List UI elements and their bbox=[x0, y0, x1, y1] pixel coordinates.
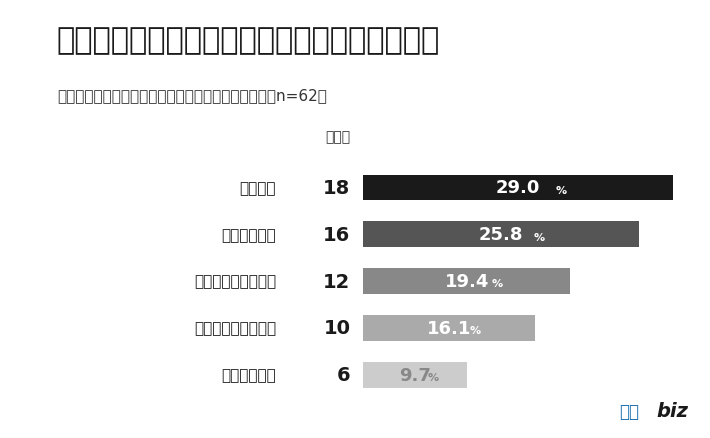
Text: %: % bbox=[427, 372, 438, 382]
Text: 6: 6 bbox=[337, 365, 351, 385]
Text: 会計ソフトの比較でもっとも重視したポイント: 会計ソフトの比較でもっとも重視したポイント bbox=[57, 26, 440, 55]
Text: 回答数: 回答数 bbox=[325, 130, 351, 144]
Text: 機能とカスタマイズ: 機能とカスタマイズ bbox=[194, 321, 276, 336]
Text: 12: 12 bbox=[323, 272, 351, 291]
Text: 19.4: 19.4 bbox=[444, 272, 489, 290]
Text: 実際の使用感: 実際の使用感 bbox=[222, 227, 276, 242]
Text: 16: 16 bbox=[323, 225, 351, 244]
Text: 比較: 比較 bbox=[619, 403, 639, 420]
Text: 導入費用: 導入費用 bbox=[239, 180, 276, 195]
Text: %: % bbox=[555, 185, 567, 195]
Text: 16.1: 16.1 bbox=[427, 319, 471, 337]
Text: 全く比較しなかった: 全く比較しなかった bbox=[194, 274, 276, 289]
Text: 29.0: 29.0 bbox=[496, 179, 540, 197]
Bar bbox=[363, 362, 466, 388]
Bar bbox=[363, 175, 673, 201]
Bar bbox=[363, 268, 570, 294]
Text: 25.8: 25.8 bbox=[479, 226, 523, 244]
Bar bbox=[363, 315, 535, 341]
Text: サポート内容: サポート内容 bbox=[222, 367, 276, 382]
Text: 10: 10 bbox=[324, 319, 351, 338]
Text: 会計ソフトの導入状況に「導入中」と回答した企業（n=62）: 会計ソフトの導入状況に「導入中」と回答した企業（n=62） bbox=[57, 88, 327, 102]
Bar bbox=[363, 222, 639, 247]
Text: biz: biz bbox=[657, 402, 689, 420]
Text: 18: 18 bbox=[323, 179, 351, 198]
Text: %: % bbox=[470, 325, 481, 336]
Text: %: % bbox=[534, 232, 545, 242]
Text: 9.7: 9.7 bbox=[399, 366, 431, 384]
Text: %: % bbox=[491, 279, 503, 289]
